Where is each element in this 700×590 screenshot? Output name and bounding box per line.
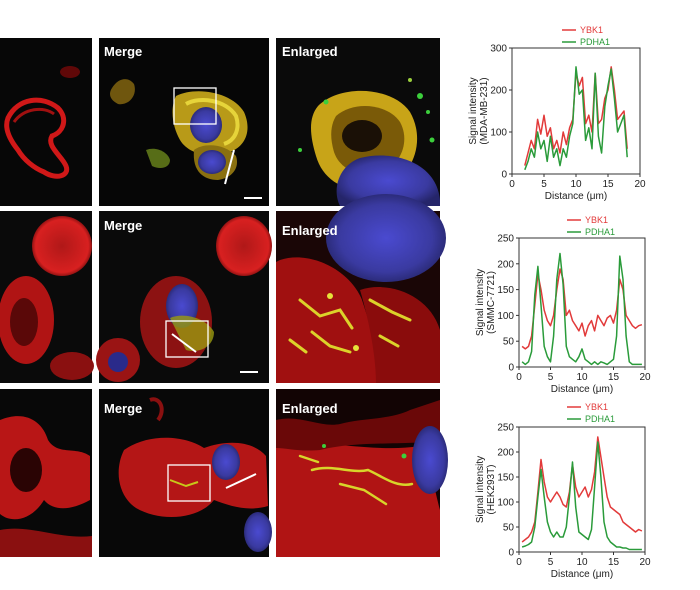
legend-label-ybk1: YBK1	[585, 402, 608, 412]
y-tick-label: 0	[501, 170, 507, 181]
legend-label-pdha1: PDHA1	[580, 37, 610, 47]
y-tick-label: 250	[497, 423, 514, 434]
x-tick-label: 0	[516, 372, 522, 383]
line-profile-chart-mda-mb-231: 0 100 200 300 0 5 10 15 20 Distance (μm) Signal in…	[468, 25, 646, 202]
x-tick-label: 10	[576, 372, 588, 383]
row2-enlarged-label: Enlarged	[282, 223, 338, 238]
x-tick-label: 5	[541, 179, 547, 190]
y-tick-label: 300	[490, 44, 507, 55]
y-tick-label: 200	[490, 86, 507, 97]
y-tick-label: 200	[497, 259, 514, 270]
y-axis-title-line: (SMMC-7721)	[486, 271, 497, 334]
y-tick-label: 200	[497, 448, 514, 459]
x-tick-label: 5	[548, 557, 554, 568]
x-tick-label: 0	[509, 179, 515, 190]
y-tick-label: 0	[508, 548, 514, 559]
x-axis-title: Distance (μm)	[545, 191, 607, 202]
row1-line-scan	[224, 149, 235, 185]
row3-red-channel-panel	[0, 389, 92, 557]
y-tick-label: 0	[508, 363, 514, 374]
y-axis-title-line: Signal intensity	[475, 269, 486, 336]
row3-merge-panel: Merge	[99, 389, 272, 557]
row1-merge-label: Merge	[104, 44, 142, 59]
y-axis-title-line: Signal intensity	[468, 77, 479, 144]
x-tick-label: 20	[639, 372, 651, 383]
legend-label-pdha1: PDHA1	[585, 227, 615, 237]
row3-enlarged-label: Enlarged	[282, 401, 338, 416]
legend-label-ybk1: YBK1	[580, 25, 603, 35]
x-tick-label: 15	[608, 372, 620, 383]
y-tick-label: 50	[503, 337, 515, 348]
row1-merge-panel: Merge	[99, 38, 269, 206]
series-line-pdha1	[521, 441, 642, 551]
series-line-pdha1	[521, 252, 642, 366]
row-1-images: Merge Enlarged	[0, 38, 440, 206]
y-tick-label: 50	[503, 523, 515, 534]
row2-red-channel-panel	[0, 211, 94, 383]
y-axis-title-line: Signal intensity	[475, 456, 486, 523]
y-axis-title: Signal intensity(SMMC-7721)	[475, 269, 497, 336]
row2-merge-label: Merge	[104, 218, 142, 233]
x-tick-label: 10	[576, 557, 588, 568]
line-profile-chart-hek293t: 0 50 100 150 200 250 0 5 10 15 20 Distance (μm) Sign…	[475, 402, 651, 580]
y-axis-title-line: (HEK293T)	[486, 464, 497, 514]
series-line-ybk1	[521, 436, 643, 543]
y-tick-label: 150	[497, 285, 514, 296]
legend-label-ybk1: YBK1	[585, 215, 608, 225]
row3-line-scan	[225, 473, 257, 489]
row1-red-channel-panel	[0, 38, 92, 206]
y-axis-title: Signal intensity(HEK293T)	[475, 456, 497, 523]
row2-line-scan	[171, 333, 197, 353]
y-tick-label: 100	[490, 128, 507, 139]
y-tick-label: 250	[497, 234, 514, 245]
series-line-ybk1	[521, 268, 643, 350]
y-tick-label: 100	[497, 311, 514, 322]
row-2-images: Merge Enlarged	[0, 194, 446, 383]
row2-roi-box	[165, 320, 209, 358]
row-3-images: Merge Enlarged	[0, 389, 448, 557]
x-axis-title: Distance (μm)	[551, 569, 613, 580]
y-axis-title: Signal intensity(MDA-MB-231)	[468, 77, 490, 144]
x-tick-label: 15	[608, 557, 620, 568]
row1-enlarged-label: Enlarged	[282, 44, 338, 59]
row2-enlarged-panel: Enlarged	[276, 194, 446, 383]
x-tick-label: 20	[634, 179, 646, 190]
y-axis-title-line: (MDA-MB-231)	[479, 77, 490, 144]
row1-enlarged-panel: Enlarged	[276, 38, 440, 206]
row3-roi-box	[167, 464, 211, 502]
y-tick-label: 100	[497, 498, 514, 509]
row3-merge-label: Merge	[104, 401, 142, 416]
plot-frame	[518, 237, 646, 368]
line-profile-chart-smmc-7721: 0 50 100 150 200 250 0 5 10 15 20 Distance (μm) Sign…	[475, 215, 651, 395]
row3-enlarged-panel: Enlarged	[276, 389, 448, 557]
legend-label-pdha1: PDHA1	[585, 414, 615, 424]
x-tick-label: 15	[602, 179, 614, 190]
x-axis-title: Distance (μm)	[551, 384, 613, 395]
row1-roi-box	[173, 87, 217, 125]
series-line-pdha1	[524, 66, 628, 171]
x-tick-label: 20	[639, 557, 651, 568]
row2-merge-panel: Merge	[96, 211, 272, 383]
x-tick-label: 0	[516, 557, 522, 568]
x-tick-label: 10	[570, 179, 582, 190]
y-tick-label: 150	[497, 473, 514, 484]
x-tick-label: 5	[548, 372, 554, 383]
